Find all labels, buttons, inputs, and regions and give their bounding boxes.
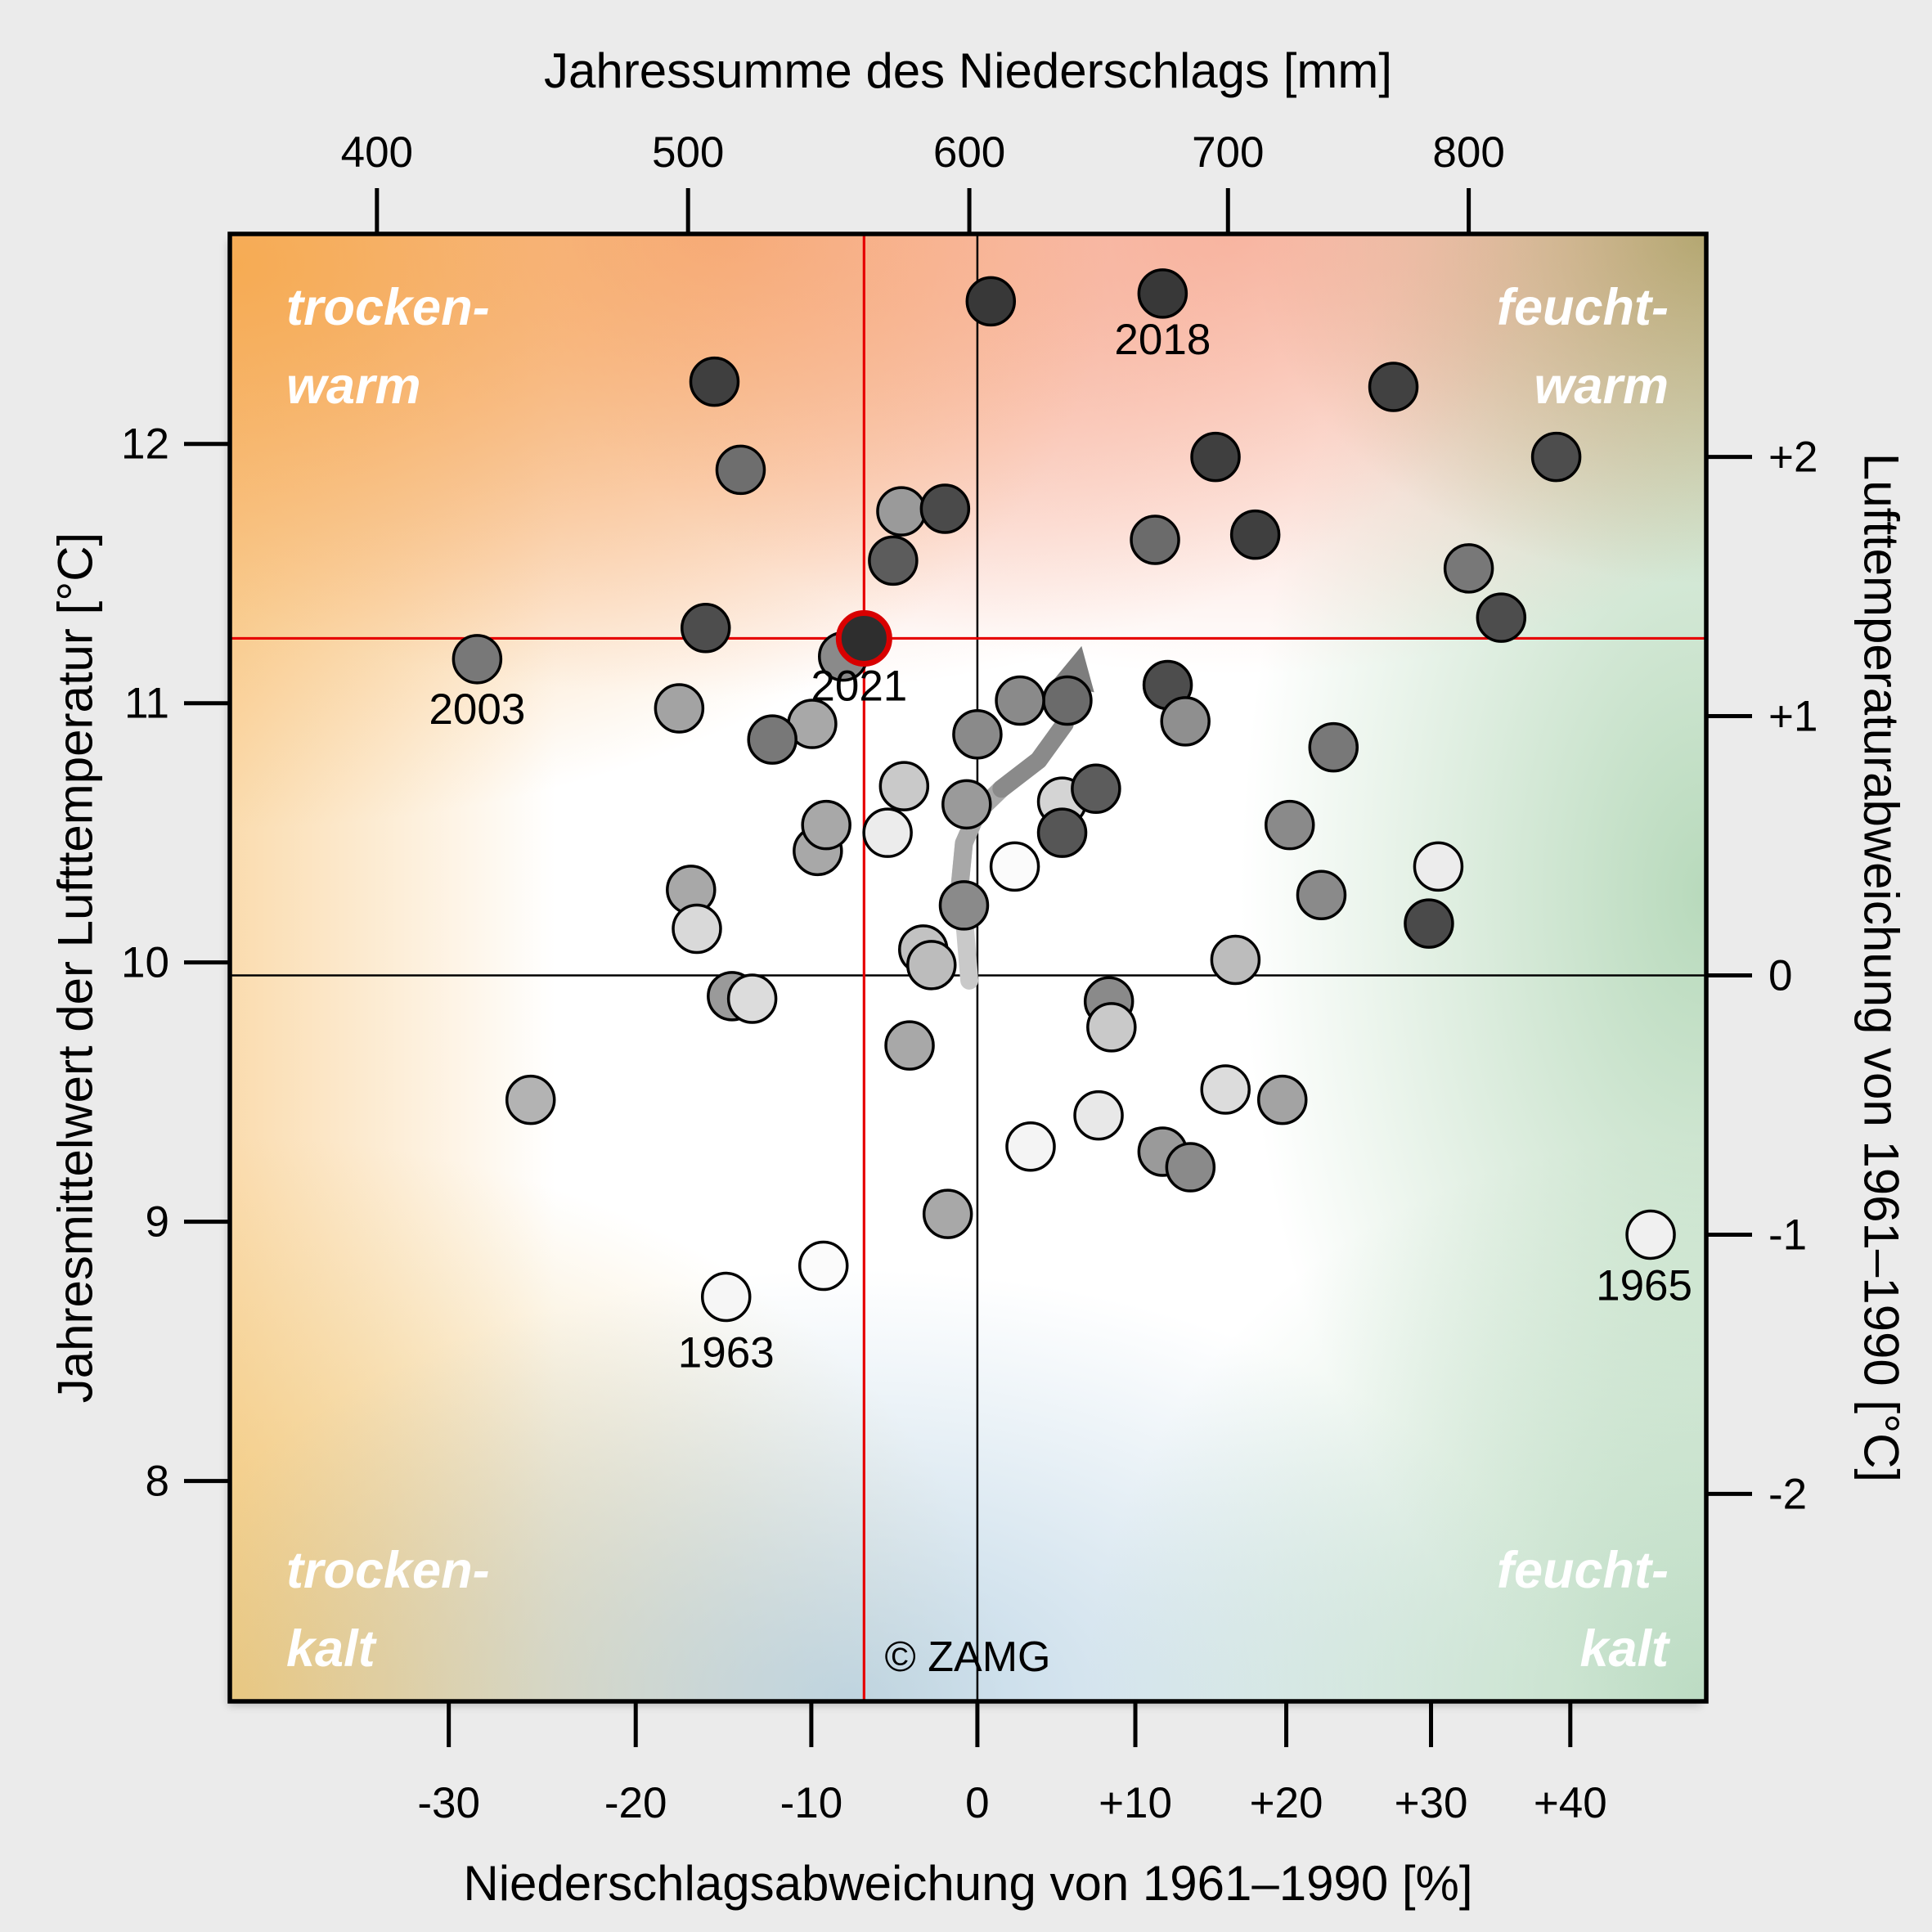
top-tick-label: 400 xyxy=(341,128,413,177)
top-tick-label: 700 xyxy=(1192,128,1264,177)
quadrant-line: trocken- xyxy=(286,1542,490,1599)
quadrant-line: warm xyxy=(286,357,421,415)
quadrant-line: feucht- xyxy=(1497,1542,1669,1599)
quadrant-label-wet-cold: feucht- kalt xyxy=(1497,1531,1669,1688)
axis-title-left: Jahresmittelwert der Lufttemperatur [°C] xyxy=(47,532,103,1404)
quadrant-line: warm xyxy=(1534,357,1669,415)
top-tick-label: 800 xyxy=(1432,128,1504,177)
left-tick-label: 12 xyxy=(121,420,169,469)
left-tick-label: 11 xyxy=(124,680,169,728)
quadrant-label-dry-cold: trocken- kalt xyxy=(286,1531,490,1688)
right-tick-label: 0 xyxy=(1768,952,1792,1000)
left-tick-label: 8 xyxy=(146,1458,169,1506)
plot-background xyxy=(231,236,1705,1700)
bottom-tick-label: -10 xyxy=(780,1779,843,1827)
left-tick-label: 10 xyxy=(121,939,169,987)
quadrant-line: trocken- xyxy=(286,279,490,336)
right-tick-label: +1 xyxy=(1768,693,1817,741)
axis-title-bottom: Niederschlagsabweichung von 1961–1990 [%… xyxy=(463,1856,1473,1911)
quadrant-line: kalt xyxy=(286,1620,375,1678)
right-tick-label: +2 xyxy=(1768,434,1817,482)
bottom-tick-label: +40 xyxy=(1534,1779,1607,1827)
top-tick-label: 600 xyxy=(933,128,1005,177)
right-tick-label: -2 xyxy=(1768,1470,1807,1518)
copyright-text: © ZAMG xyxy=(884,1633,1051,1681)
bottom-tick-label: +30 xyxy=(1395,1779,1468,1827)
bottom-tick-label: -20 xyxy=(604,1779,667,1827)
bottom-tick-label: +10 xyxy=(1099,1779,1172,1827)
left-tick-label: 9 xyxy=(146,1198,169,1247)
bottom-tick-label: +20 xyxy=(1250,1779,1323,1827)
quadrant-label-wet-warm: feucht- warm xyxy=(1497,268,1669,425)
axis-title-right: Lufttemperaturabweichung von 1961–1990 [… xyxy=(1853,452,1909,1483)
top-tick-label: 500 xyxy=(652,128,724,177)
quadrant-line: feucht- xyxy=(1497,279,1669,336)
axis-title-top: Jahressumme des Niederschlags [mm] xyxy=(543,43,1393,98)
bottom-tick-label: 0 xyxy=(965,1779,989,1827)
bottom-tick-label: -30 xyxy=(417,1779,480,1827)
quadrant-line: kalt xyxy=(1579,1620,1669,1678)
quadrant-label-dry-warm: trocken- warm xyxy=(286,268,490,425)
right-tick-label: -1 xyxy=(1768,1211,1807,1259)
